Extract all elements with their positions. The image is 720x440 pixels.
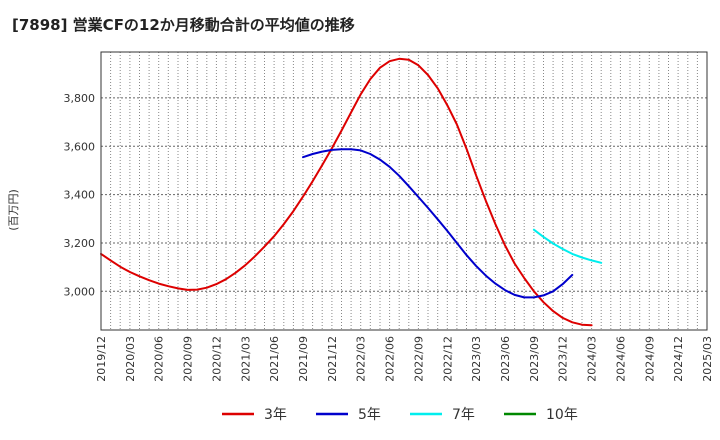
y-tick-label: 3,800 <box>64 92 96 105</box>
plot-frame <box>100 51 708 331</box>
legend: 3年 5年 7年 10年 <box>222 407 578 423</box>
vertical-grid <box>110 52 698 330</box>
series-line-1 <box>100 57 593 327</box>
y-tick-label: 3,200 <box>64 237 96 250</box>
x-tick-label: 2021/03 <box>239 336 252 382</box>
x-tick-label: 2021/12 <box>326 336 339 382</box>
x-tick-labels: 2019/12 2020/03 2020/06 2020/09 2020/12 2021/… <box>95 336 714 382</box>
legend-label-3: 7年 <box>452 407 475 423</box>
x-tick-label: 2025/03 <box>701 336 714 382</box>
x-tick-label: 2024/06 <box>614 336 627 382</box>
x-tick-label: 2023/03 <box>470 336 483 382</box>
y-tick-label: 3,000 <box>64 285 96 298</box>
y-tick-labels: 3,000 3,200 3,400 3,600 3,800 <box>64 92 96 298</box>
x-tick-label: 2019/12 <box>95 336 108 382</box>
x-tick-label: 2022/09 <box>412 336 425 382</box>
x-tick-label: 2022/06 <box>384 336 397 382</box>
x-tick-label: 2020/09 <box>182 336 195 382</box>
x-tick-label: 2022/03 <box>355 336 368 382</box>
x-tick-label: 2021/06 <box>268 336 281 382</box>
x-tick-label: 2022/12 <box>441 336 454 382</box>
y-tick-label: 3,400 <box>64 189 96 202</box>
x-tick-label: 2024/09 <box>643 336 656 382</box>
horizontal-grid <box>101 97 707 292</box>
plot-background <box>101 52 707 330</box>
y-axis-label: (百万円) <box>7 189 20 231</box>
y-tick-label: 3,600 <box>64 140 96 153</box>
x-tick-label: 2024/12 <box>672 336 685 382</box>
legend-label-4: 10年 <box>546 407 578 423</box>
x-tick-label: 2020/12 <box>210 336 223 382</box>
x-tick-label: 2023/06 <box>499 336 512 382</box>
series-line-3 <box>532 228 603 264</box>
series-lines <box>100 57 603 327</box>
x-tick-label: 2023/12 <box>557 336 570 382</box>
legend-label-1: 3年 <box>264 407 287 423</box>
x-tick-label: 2021/09 <box>297 336 310 382</box>
x-tick-label: 2024/03 <box>586 336 599 382</box>
x-tick-label: 2020/06 <box>153 336 166 382</box>
x-tick-label: 2023/09 <box>528 336 541 382</box>
chart-title: [7898] 営業CFの12か月移動合計の平均値の推移 <box>12 16 355 34</box>
series-line-2 <box>302 148 574 299</box>
x-tick-label: 2020/03 <box>124 336 137 382</box>
legend-label-2: 5年 <box>358 407 381 423</box>
